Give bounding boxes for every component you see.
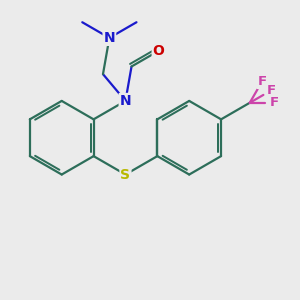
Text: F: F [266, 84, 276, 97]
Text: F: F [257, 75, 267, 88]
Text: S: S [121, 167, 130, 182]
Text: N: N [120, 94, 131, 108]
Text: O: O [153, 44, 165, 58]
Text: N: N [103, 31, 115, 45]
Text: F: F [270, 96, 279, 109]
